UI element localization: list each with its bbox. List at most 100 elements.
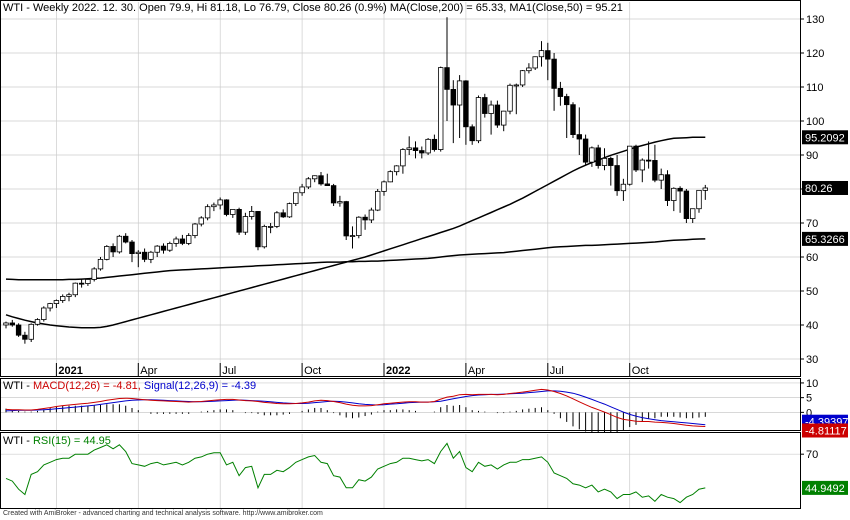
- candle-body: [60, 296, 66, 301]
- candle: [564, 93, 570, 138]
- candle-body: [3, 322, 9, 326]
- candle-body: [356, 216, 362, 236]
- time-tick-label: Oct: [304, 365, 321, 377]
- candle-body: [330, 185, 337, 204]
- candle: [551, 53, 557, 111]
- candle-body: [444, 67, 450, 90]
- candle: [148, 250, 154, 264]
- candle: [532, 56, 538, 70]
- footer-credit: Created with AmiBroker - advanced charti…: [3, 510, 323, 517]
- candle-body: [318, 175, 324, 185]
- candle-body: [299, 186, 305, 194]
- candle-body: [53, 300, 60, 304]
- macd-tick-label: 0: [806, 407, 812, 419]
- candle-body: [116, 235, 123, 253]
- candle-body: [211, 204, 217, 208]
- rsi-symbol: WTI: [3, 435, 23, 447]
- candle: [387, 170, 393, 183]
- candle: [614, 155, 620, 196]
- candle-body: [475, 97, 482, 142]
- price-tick-label: 70: [806, 218, 818, 230]
- candle-body: [696, 189, 702, 210]
- macd-line: [5, 388, 706, 427]
- candle: [311, 175, 318, 183]
- price-symbol: WTI: [3, 2, 23, 14]
- candle: [66, 292, 72, 302]
- candle-body: [173, 238, 179, 244]
- candle-body: [311, 175, 318, 180]
- candle: [9, 319, 15, 327]
- candle-body: [154, 245, 160, 253]
- candle: [482, 93, 488, 118]
- ma200-line: [5, 238, 706, 281]
- macd-panel-title: WTI - MACD(12,26) = -4.81, Signal(12,26,…: [3, 380, 256, 392]
- candle-body: [349, 235, 356, 237]
- candle: [104, 245, 110, 261]
- candle-body: [683, 190, 690, 219]
- price-tick-label: 60: [806, 252, 818, 264]
- candle-body: [627, 145, 633, 185]
- macd-lines: [5, 388, 706, 427]
- candle-body: [532, 56, 538, 69]
- candle-body: [160, 245, 167, 251]
- ma50-line: [5, 136, 706, 329]
- candle: [47, 302, 53, 312]
- candle-body: [286, 203, 293, 218]
- candle: [595, 144, 601, 169]
- candle: [400, 148, 406, 174]
- candle: [437, 66, 444, 152]
- ma50-value-label-box: [802, 130, 848, 145]
- candle-body: [242, 216, 249, 233]
- candle: [267, 223, 274, 234]
- candle: [671, 187, 677, 212]
- candle-body: [545, 50, 551, 60]
- price-tick-label: 30: [806, 354, 818, 366]
- candle: [393, 165, 400, 176]
- candle: [381, 180, 387, 196]
- candle-body: [633, 145, 639, 171]
- rsi-value-label: 44.9492: [802, 480, 848, 495]
- price-tick-label: 50: [806, 286, 818, 298]
- candle-body: [557, 87, 564, 97]
- candle-body: [614, 165, 620, 192]
- candle-body: [463, 80, 469, 128]
- candle: [494, 100, 501, 128]
- candle-body: [582, 138, 589, 163]
- candle: [702, 184, 708, 200]
- candle-body: [217, 199, 223, 206]
- candle-body: [482, 97, 488, 114]
- time-axis: 2021 Apr Jul Oct 2022 Apr Jul Oct: [55, 363, 649, 377]
- candle-body: [664, 174, 671, 201]
- candle-body: [274, 212, 280, 227]
- candle-body: [513, 84, 519, 87]
- time-tick-label: 2021: [58, 365, 82, 377]
- candle: [463, 80, 469, 145]
- candle: [198, 216, 204, 227]
- candle: [236, 207, 242, 235]
- candle-body: [324, 183, 330, 186]
- candle-body: [41, 307, 47, 320]
- candle: [639, 158, 645, 183]
- candle: [343, 200, 349, 240]
- candle: [425, 138, 431, 155]
- rsi-legend: RSI(15) = 44.95: [33, 435, 111, 447]
- candle: [406, 136, 412, 155]
- candle: [330, 183, 337, 206]
- candle-body: [255, 211, 261, 248]
- candle: [368, 207, 375, 223]
- candle-body: [488, 104, 494, 114]
- ma200-value-label: 65.3266: [802, 231, 848, 246]
- candle-body: [393, 165, 400, 173]
- candle: [608, 156, 614, 186]
- candle: [526, 63, 532, 74]
- candle-body: [702, 187, 708, 191]
- candle-body: [450, 88, 456, 106]
- candle-body: [362, 216, 368, 221]
- ma50-legend: MA1(Close,50) = 95.21: [506, 2, 622, 14]
- candle: [683, 189, 690, 223]
- candle: [274, 211, 280, 229]
- candle-body: [167, 242, 173, 251]
- candle-body: [368, 209, 375, 221]
- candle: [475, 95, 482, 144]
- candle-body: [34, 319, 41, 325]
